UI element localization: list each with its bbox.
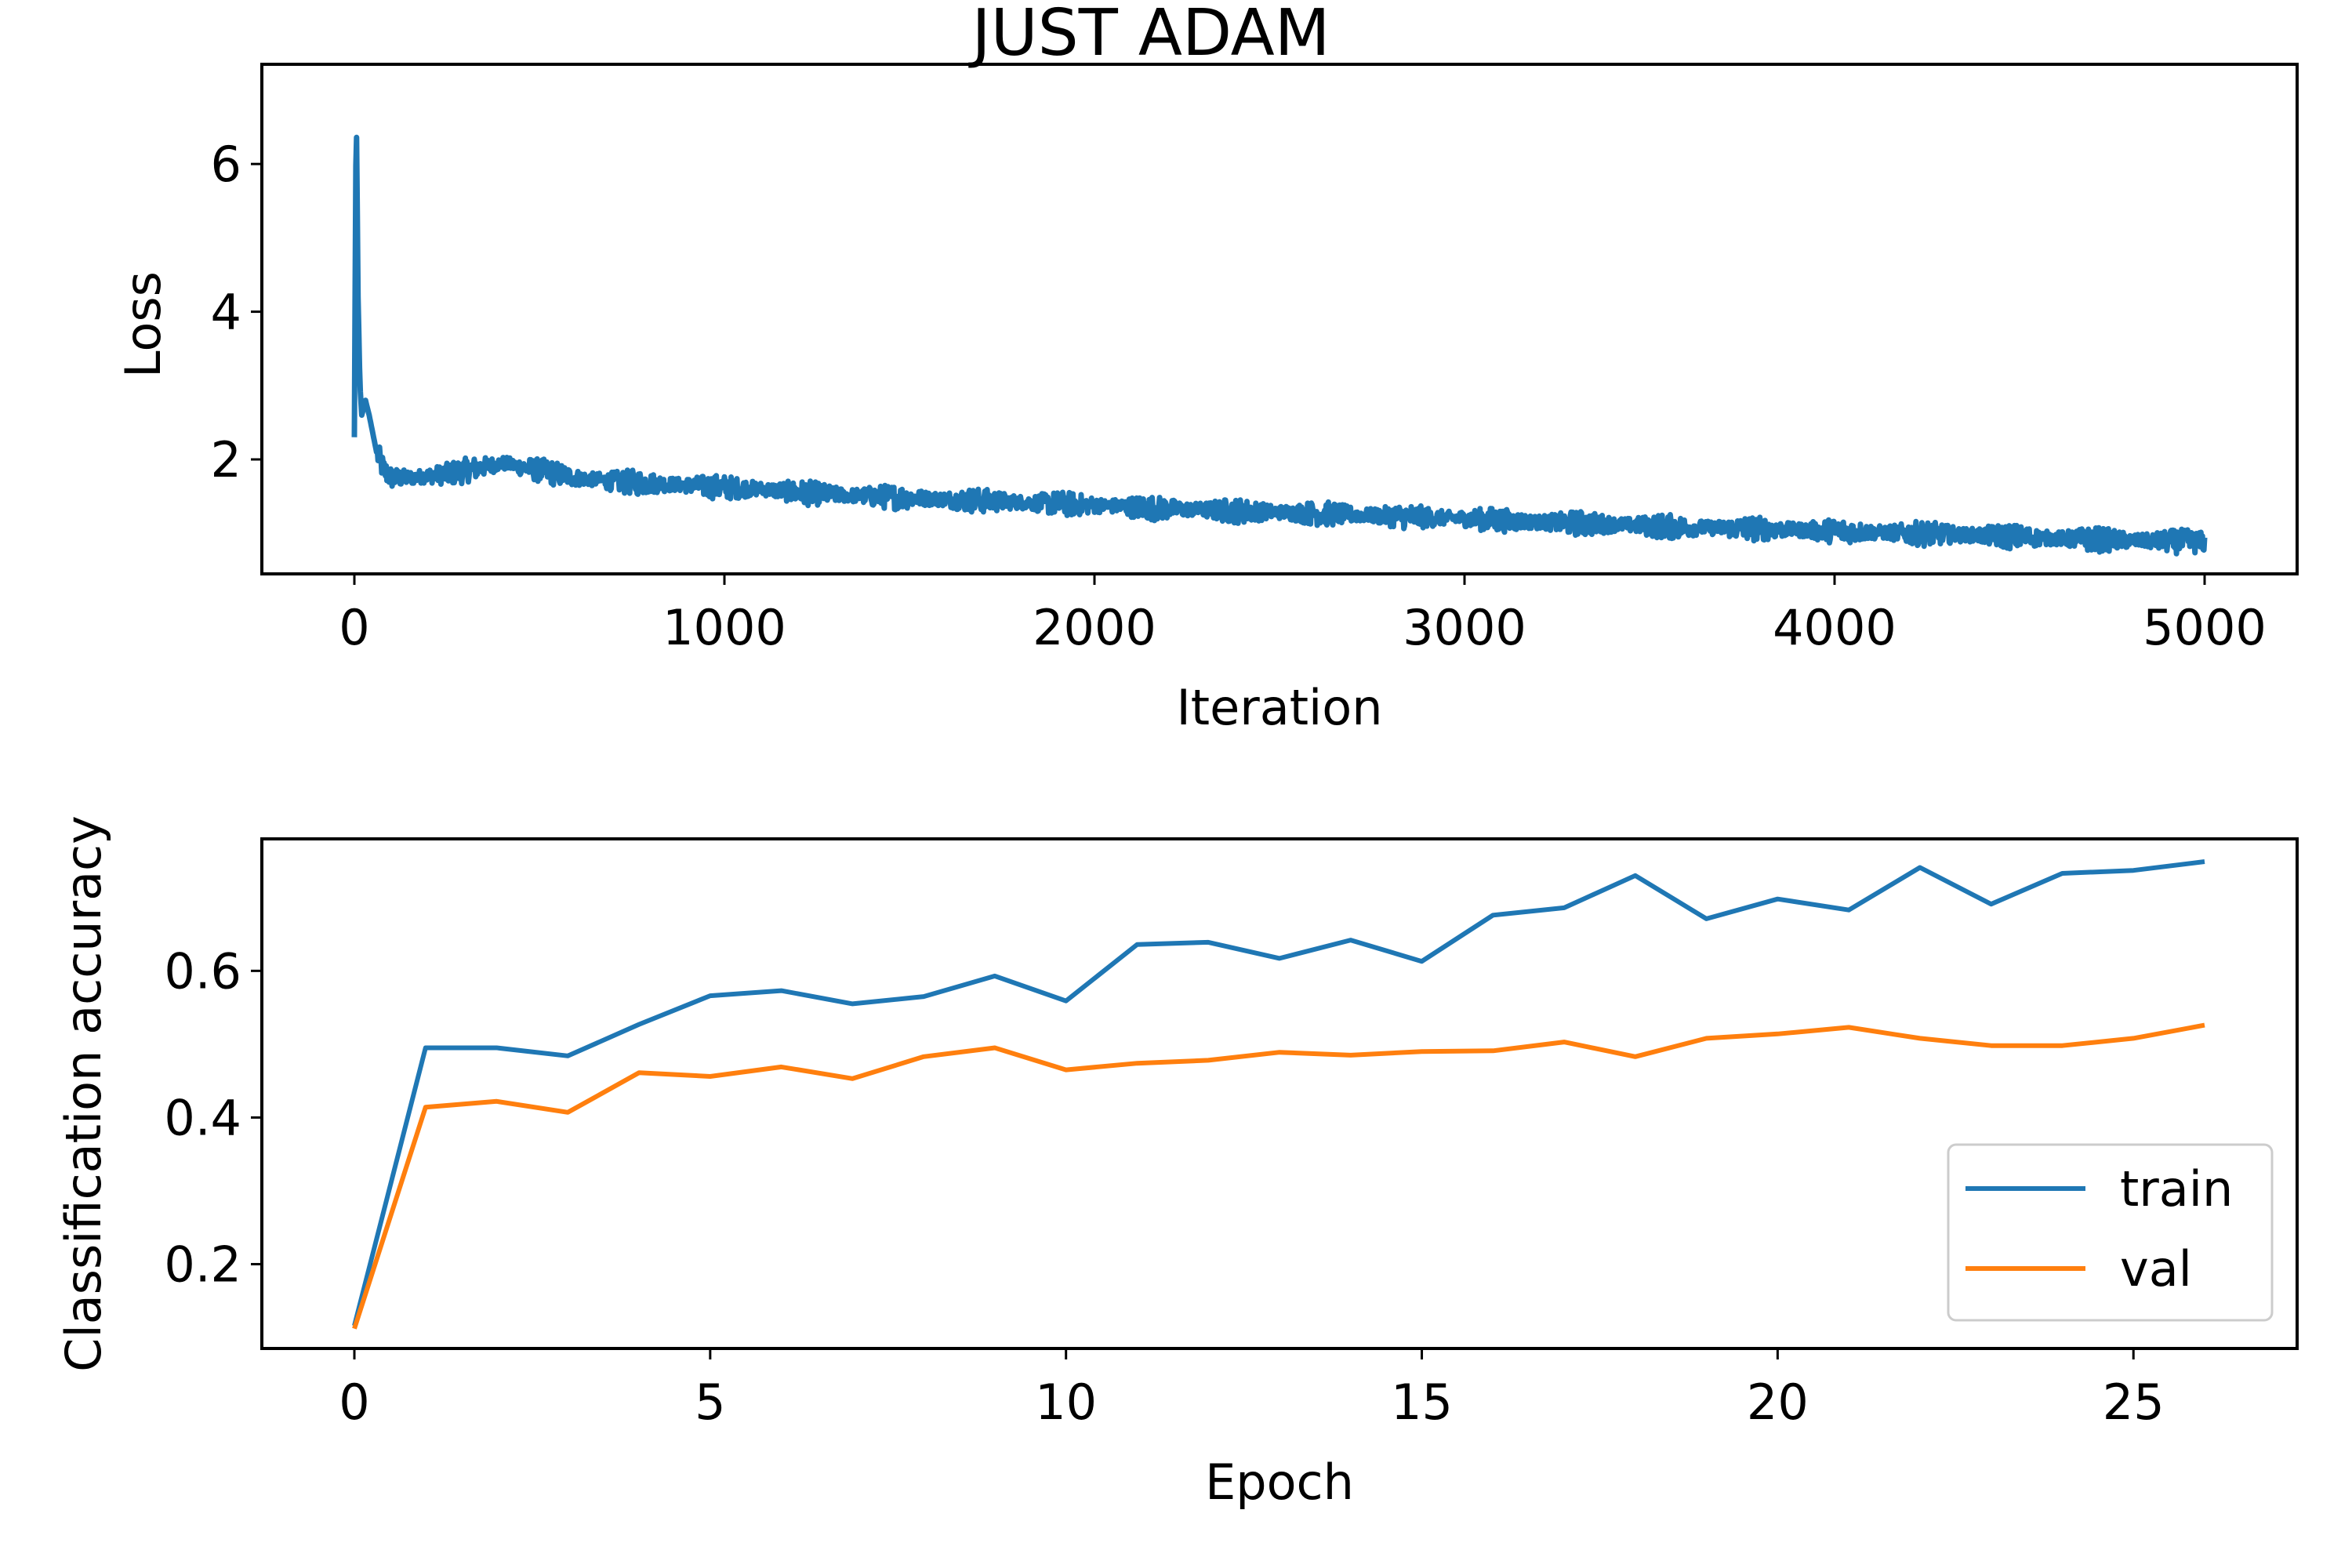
x-tick-label: 10 [1035,1374,1097,1431]
val-accuracy-line [352,1022,2205,1330]
train-accuracy-line [352,859,2205,1327]
loss-axes-frame [260,63,2299,575]
accuracy-x-ticks: 0 5 10 15 20 25 [339,1348,2165,1431]
legend-label-train: train [2120,1160,2233,1218]
loss-y-ticks: 2 4 6 [211,136,262,488]
x-tick-label: 1000 [662,599,786,656]
y-tick-label: 2 [211,431,241,488]
accuracy-y-axis-label: Classification accuracy [55,815,112,1372]
x-tick-label: 5 [695,1374,725,1431]
loss-x-axis-label: Iteration [1177,679,1383,736]
y-tick-label: 6 [211,136,241,193]
loss-line [351,134,2208,557]
loss-series-group [351,134,2208,557]
accuracy-axes-frame [260,837,2299,1350]
loss-subplot: 0 1000 2000 3000 4000 5000 2 4 6 Iteration Loss [114,63,2299,736]
y-tick-label: 4 [211,284,241,341]
legend-label-val: val [2120,1240,2192,1298]
y-tick-label: 0.6 [164,942,241,1000]
accuracy-legend: train val [1947,1143,2274,1322]
loss-y-axis-label: Loss [114,271,172,378]
accuracy-series-group [352,859,2205,1330]
accuracy-subplot: 0 5 10 15 20 25 0.2 0.4 0.6 Epoch Classificatio… [55,815,2299,1511]
x-tick-label: 0 [339,1374,369,1431]
x-tick-label: 20 [1747,1374,1809,1431]
figure-title: JUST ADAM [967,0,1330,71]
x-tick-label: 3000 [1403,599,1526,656]
x-tick-label: 2000 [1033,599,1156,656]
loss-x-ticks: 0 1000 2000 3000 4000 5000 [339,574,2267,656]
x-tick-label: 0 [339,599,369,656]
y-tick-label: 0.4 [164,1089,241,1146]
x-tick-label: 15 [1391,1374,1453,1431]
x-tick-label: 4000 [1773,599,1896,656]
x-tick-label: 25 [2103,1374,2165,1431]
accuracy-y-ticks: 0.2 0.4 0.6 [164,942,262,1293]
y-tick-label: 0.2 [164,1236,241,1293]
x-tick-label: 5000 [2143,599,2267,656]
accuracy-x-axis-label: Epoch [1205,1454,1354,1511]
